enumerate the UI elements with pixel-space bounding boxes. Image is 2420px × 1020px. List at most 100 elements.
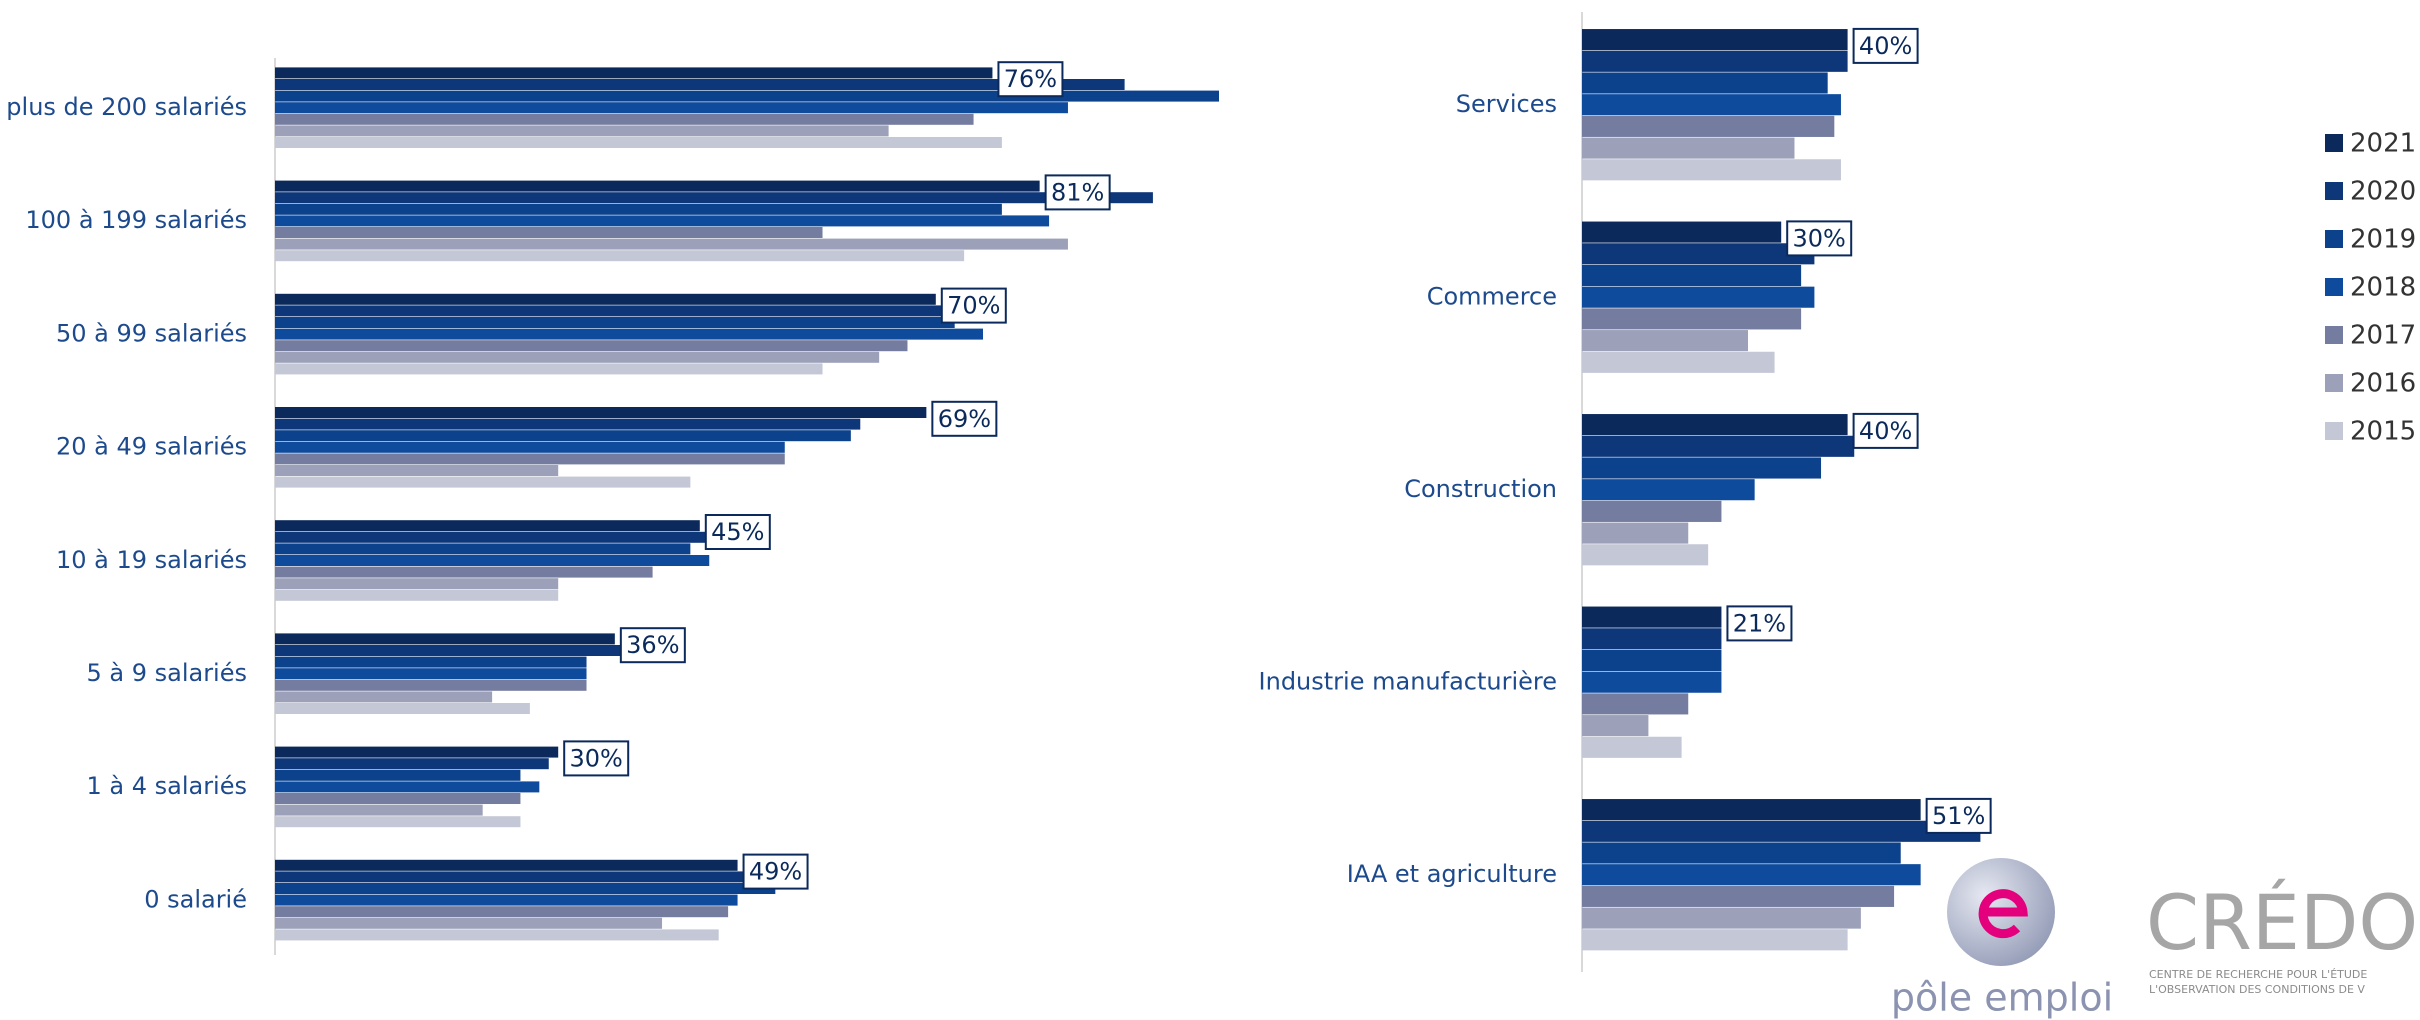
bar [275, 102, 1068, 114]
category-label: IAA et agriculture [1347, 860, 1557, 888]
bar [1582, 842, 1901, 864]
bar [275, 668, 587, 680]
value-label: 70% [947, 292, 1000, 320]
bar [1582, 221, 1782, 243]
bar [1582, 479, 1755, 501]
value-label: 51% [1932, 802, 1985, 830]
bar [1582, 351, 1775, 373]
bar [275, 305, 965, 317]
bar [275, 883, 776, 894]
legend-swatch [2325, 182, 2343, 200]
bar [275, 340, 908, 352]
bar [1582, 522, 1689, 544]
value-label-box [931, 400, 998, 437]
bar [275, 894, 738, 906]
value-label: 76% [1004, 65, 1057, 93]
legend-swatch [2325, 326, 2343, 344]
bar [275, 465, 559, 476]
bar [275, 137, 1002, 148]
bar [275, 351, 880, 363]
bar [1582, 72, 1828, 94]
value-label: 40% [1859, 417, 1912, 445]
bar [1582, 457, 1822, 479]
legend-swatch [2325, 230, 2343, 248]
legend-label: 2017 [2350, 321, 2416, 351]
value-label-box [1726, 605, 1793, 642]
bar [1582, 330, 1748, 352]
bar [1582, 864, 1921, 886]
bar [275, 555, 710, 566]
value-label: 69% [938, 405, 991, 433]
bar [275, 453, 785, 465]
legend-swatch [2325, 278, 2343, 296]
bar [275, 645, 625, 656]
pole-emploi-text: pôle emploi [1891, 976, 2113, 1020]
legend-swatch [2325, 134, 2343, 152]
bar [1582, 264, 1802, 287]
bar [275, 589, 559, 601]
legend-swatch [2325, 422, 2343, 440]
category-label: plus de 200 salariés [6, 93, 247, 121]
bar [1582, 159, 1841, 181]
credoc-line: L'OBSERVATION DES CONDITIONS DE V [2149, 983, 2365, 996]
value-label-box [619, 627, 686, 664]
bar [275, 633, 615, 645]
bar [1582, 693, 1689, 715]
bar [1582, 628, 1722, 650]
value-label: 21% [1733, 609, 1786, 637]
bar [275, 79, 1125, 90]
legend-label: 2015 [2350, 417, 2416, 447]
bar [275, 520, 700, 532]
bar [275, 917, 663, 929]
bar [275, 816, 521, 828]
bar [275, 793, 521, 804]
category-label: 100 à 199 salariés [25, 206, 247, 234]
category-label: 20 à 49 salariés [56, 433, 247, 461]
bar [275, 859, 738, 871]
bar [275, 317, 955, 328]
bar [1582, 500, 1722, 522]
value-label-box [1786, 220, 1853, 257]
bar [1582, 736, 1682, 758]
bar [275, 746, 559, 758]
bar [275, 703, 530, 714]
bar [275, 906, 729, 918]
bar [1582, 907, 1861, 929]
bar [275, 679, 587, 691]
bar [275, 203, 1002, 215]
bar [275, 192, 1153, 204]
bar [1582, 929, 1848, 951]
category-label: 50 à 99 salariés [56, 319, 247, 347]
bar [1582, 414, 1848, 436]
bar [275, 250, 965, 262]
bar [275, 113, 974, 125]
bar [275, 430, 851, 442]
bar [1582, 799, 1921, 821]
pole-emploi-logo: pôle emploi [1891, 858, 2113, 1020]
bar [275, 781, 540, 793]
bar [1582, 715, 1649, 737]
bar [1582, 820, 1981, 842]
bar [275, 125, 889, 137]
bar [1582, 308, 1802, 330]
bar [275, 90, 1219, 102]
bar [275, 566, 653, 578]
bar [275, 407, 927, 418]
bar [1582, 544, 1709, 566]
value-label-box [1044, 174, 1111, 211]
bar [1582, 885, 1895, 907]
bar [275, 804, 483, 816]
bar [275, 180, 1040, 192]
bar [1582, 671, 1722, 693]
value-label: 81% [1051, 178, 1104, 206]
category-label: 1 à 4 salariés [86, 772, 247, 800]
bar [275, 418, 861, 430]
bar [1582, 649, 1722, 672]
bar [1582, 94, 1841, 116]
value-label-box [940, 287, 1007, 324]
bar [275, 656, 587, 668]
